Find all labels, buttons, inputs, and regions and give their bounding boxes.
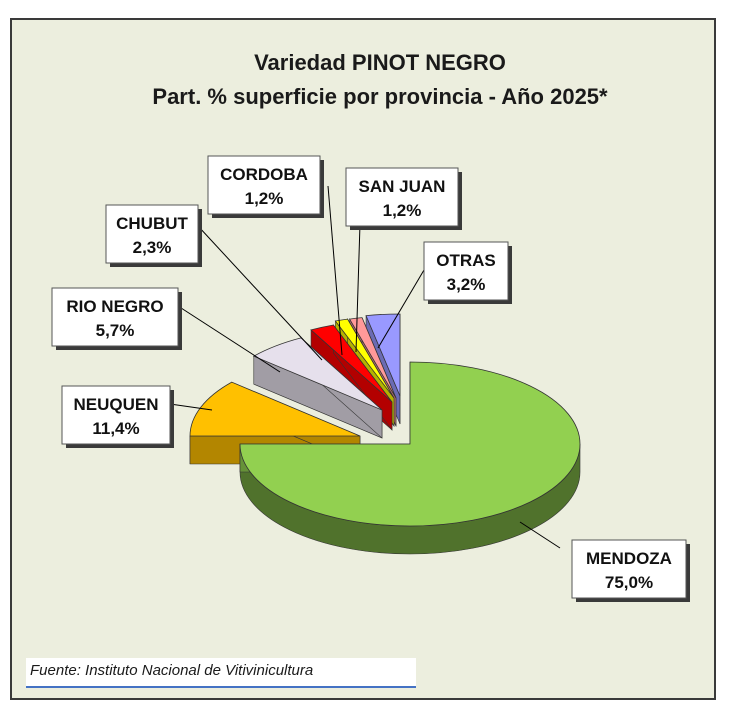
slice-label-value: 5,7% [96,321,135,340]
slice-label-name: RIO NEGRO [66,297,163,316]
slice-label-name: OTRAS [436,251,496,270]
pie-slices [189,313,581,555]
label-san-juan: SAN JUAN 1,2% [345,167,462,353]
leader-line [169,403,213,411]
slice-label-value: 75,0% [605,573,653,592]
label-neuquen: NEUQUEN 11,4% [61,385,213,448]
slice-rio-negro [252,337,383,439]
slice-label-name: SAN JUAN [359,177,446,196]
slice-label-name: CHUBUT [116,214,188,233]
chart-subtitle: Part. % superficie por provincia - Año 2… [152,84,608,109]
slice-label-value: 1,2% [383,201,422,220]
slice-label-value: 1,2% [245,189,284,208]
label-otras: OTRAS 3,2% [377,241,512,349]
label-cordoba: CORDOBA 1,2% [207,155,343,356]
leader-line [519,521,561,549]
slice-label-value: 3,2% [447,275,486,294]
leader-line [377,269,425,349]
leader-line [197,225,323,361]
label-rio-negro: RIO NEGRO 5,7% [51,287,281,373]
leader-line [327,185,343,356]
slice-label-name: CORDOBA [220,165,308,184]
label-chubut: CHUBUT 2,3% [105,204,323,361]
source-text: Fuente: Instituto Nacional de Vitivinicu… [30,662,314,679]
slice-label-value: 2,3% [133,238,172,257]
leader-line [355,223,361,353]
slice-label-name: MENDOZA [586,549,672,568]
slice-mendoza [239,361,581,555]
label-mendoza: MENDOZA 75,0% [519,521,690,602]
slice-label-name: NEUQUEN [73,395,158,414]
source-note: Fuente: Instituto Nacional de Vitivinicu… [26,658,416,688]
chart-title: Variedad PINOT NEGRO [254,50,506,75]
leader-line [177,305,281,373]
slice-label-value: 11,4% [92,419,139,438]
